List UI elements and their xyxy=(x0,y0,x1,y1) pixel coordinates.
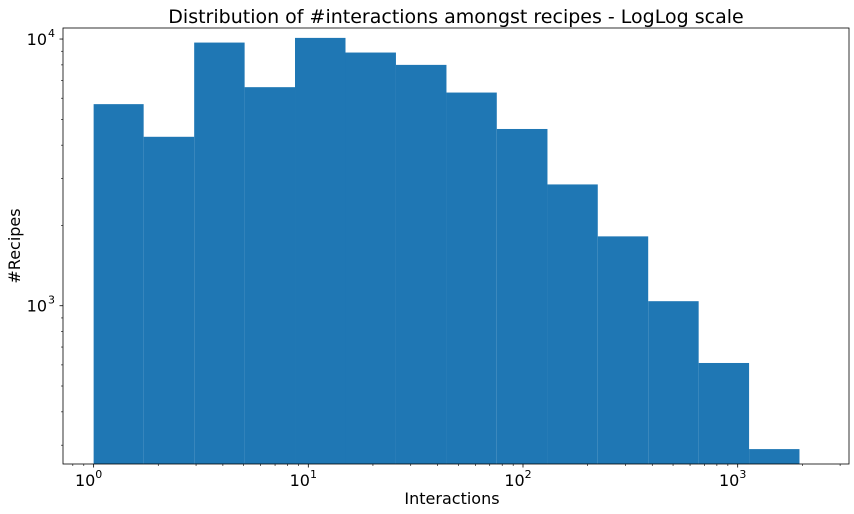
histogram-bar xyxy=(345,52,396,464)
histogram-bar xyxy=(93,104,144,464)
x-tick-label: 103 xyxy=(719,468,746,490)
y-tick-exponent: 4 xyxy=(48,27,55,40)
histogram-bar xyxy=(749,449,800,464)
chart-title: Distribution of #interactions amongst re… xyxy=(168,6,743,28)
bars-group xyxy=(93,37,800,465)
y-axis-label: #Recipes xyxy=(5,208,24,283)
histogram-bar xyxy=(698,362,750,464)
histogram-bar xyxy=(496,128,548,465)
x-tick-label: 102 xyxy=(504,468,531,490)
histogram-bar xyxy=(597,236,649,464)
histogram-bar xyxy=(648,301,699,464)
histogram-bar xyxy=(446,92,497,465)
plot-frame xyxy=(62,27,850,465)
histogram-bar xyxy=(143,136,195,465)
y-tick-exponent: 3 xyxy=(48,294,55,307)
histogram-bar xyxy=(244,87,295,465)
x-tick-label: 101 xyxy=(290,468,317,490)
y-tick-label: 10 xyxy=(27,297,47,316)
y-tick-label: 10 xyxy=(27,30,47,49)
histogram-bar xyxy=(547,184,598,464)
x-axis-label: Interactions xyxy=(404,489,499,508)
x-tick-label: 100 xyxy=(75,468,102,490)
histogram-bar xyxy=(295,37,346,464)
x-axis-ticks: 100 101 102 103 xyxy=(72,464,841,490)
histogram-bar xyxy=(194,42,245,464)
histogram-bar xyxy=(395,64,447,464)
